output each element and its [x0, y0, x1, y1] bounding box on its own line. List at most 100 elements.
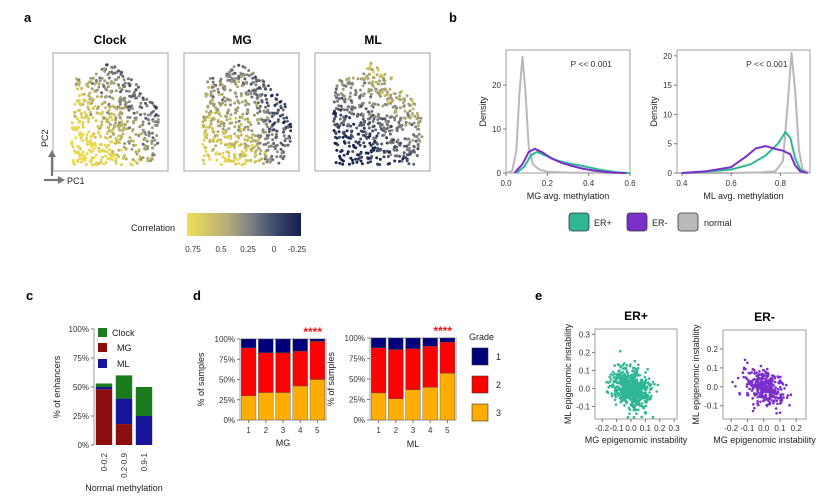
- pca-dot: [392, 92, 396, 96]
- scatter-point: [621, 370, 624, 374]
- scatter-point: [764, 383, 768, 386]
- pca-dot: [266, 125, 269, 129]
- pca-dot: [236, 85, 240, 89]
- pca-dot: [252, 113, 256, 117]
- y-tick-label: -0.1: [576, 402, 590, 411]
- pca-frame-ml: [314, 52, 431, 172]
- y-tick-label: 0: [497, 169, 502, 178]
- pca-dot: [253, 155, 257, 159]
- pca-dot: [78, 157, 82, 161]
- scatter-point: [753, 383, 756, 387]
- scatter-point: [760, 396, 763, 399]
- pca-dot: [77, 150, 80, 154]
- scatter-point: [615, 390, 619, 394]
- pca-dot: [78, 131, 82, 135]
- pca-dot: [73, 110, 77, 114]
- pca-dot: [268, 111, 272, 115]
- colorbar-tick: 0.5: [215, 245, 227, 254]
- pca-dot: [359, 159, 363, 163]
- pca-dot: [282, 134, 286, 138]
- pca-dot: [229, 98, 233, 102]
- colorbar-tick: 0.25: [240, 245, 256, 254]
- pca-dot: [415, 135, 419, 139]
- pca-dot: [267, 130, 271, 134]
- scatter-point: [756, 389, 760, 392]
- legend-label-erpos: ER+: [594, 218, 612, 228]
- pca-dot: [144, 116, 148, 120]
- pca-dot: [355, 160, 359, 164]
- pca-dot: [206, 153, 210, 157]
- scatter-point: [634, 367, 638, 371]
- pca-dot: [383, 88, 387, 92]
- pca-dot: [345, 108, 349, 112]
- scatter-point: [635, 386, 639, 389]
- pca-dot: [86, 118, 90, 122]
- pca-dot: [356, 77, 360, 81]
- pca-dot: [341, 131, 345, 135]
- density-line-normal: [505, 55, 631, 174]
- pca-dot: [134, 116, 138, 120]
- bar-segment: [405, 389, 421, 421]
- pca-dot: [338, 156, 342, 160]
- y-axis-label: Density: [478, 96, 488, 127]
- pca-dot: [227, 145, 231, 149]
- scatter-point: [632, 388, 635, 392]
- pca-dot: [383, 117, 387, 121]
- pca-dot: [211, 97, 214, 101]
- pca-dot: [212, 89, 216, 93]
- pca-dot: [381, 134, 385, 137]
- legend-swatch-mg: [98, 343, 107, 352]
- pca-dot: [412, 121, 416, 125]
- pca-dot: [395, 145, 399, 149]
- pca-dot: [395, 114, 399, 118]
- pca-dot: [215, 158, 219, 162]
- scatter-point: [612, 376, 616, 379]
- pca-dot: [403, 116, 407, 120]
- scatter-point: [770, 391, 773, 394]
- pca-dot: [234, 162, 238, 166]
- pca-dot: [366, 77, 370, 80]
- pca-dot: [219, 103, 223, 107]
- scatter-point: [765, 404, 769, 408]
- y-axis-label: % of samples: [196, 352, 206, 407]
- pca-dot: [284, 137, 288, 141]
- pca-dot: [339, 113, 343, 117]
- pca-dot: [114, 157, 118, 161]
- pca-dot: [119, 148, 123, 152]
- pca-dot: [204, 110, 208, 114]
- pca-dot: [73, 102, 77, 106]
- x-tick-label: 0.1: [640, 424, 652, 433]
- pca-dot: [264, 137, 267, 141]
- pca-dot: [378, 94, 382, 98]
- x-tick-label: -0.2: [724, 424, 738, 433]
- pca-dot: [81, 103, 85, 106]
- pca-dot: [369, 149, 373, 153]
- pca-dot: [131, 158, 135, 162]
- pca-dot: [87, 91, 91, 95]
- pca-dot: [112, 153, 116, 157]
- pca-dot: [360, 162, 364, 166]
- pca-dot: [141, 156, 145, 160]
- pca-dot: [402, 104, 406, 108]
- pca-dot: [273, 103, 277, 107]
- pca-dot: [243, 138, 247, 141]
- pca-dot: [418, 120, 422, 123]
- pca-dot: [243, 66, 247, 70]
- pca-dot: [107, 143, 110, 147]
- pca-dot: [224, 135, 228, 139]
- scatter-point: [762, 395, 765, 399]
- scatter-point: [644, 388, 647, 392]
- scatter-point: [644, 404, 648, 408]
- scatter-point: [613, 392, 617, 395]
- pca-dot: [350, 107, 353, 111]
- x-tick-label: 0.0: [758, 424, 770, 433]
- scatter-point: [745, 385, 749, 388]
- scatter-point: [762, 390, 765, 393]
- pca-dot: [343, 117, 347, 121]
- bar-segment: [439, 341, 456, 374]
- pca-dot: [346, 122, 350, 126]
- pca-dot: [360, 76, 364, 80]
- scatter-point: [747, 371, 751, 375]
- pca-dot: [337, 107, 341, 111]
